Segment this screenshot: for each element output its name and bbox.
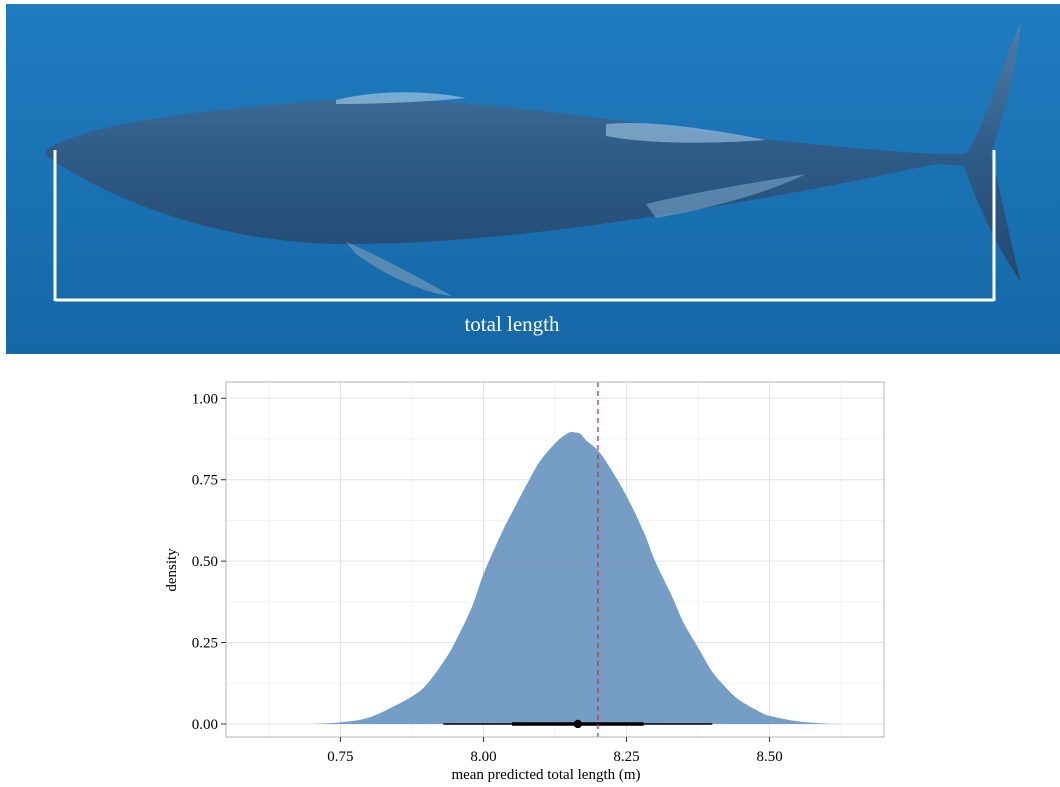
density-area xyxy=(311,431,839,724)
y-tick-label: 1.00 xyxy=(192,391,218,407)
y-tick-label: 0.75 xyxy=(192,473,218,489)
whale-photo-panel: total length xyxy=(6,4,1060,354)
x-tick-label: 8.50 xyxy=(756,749,782,765)
x-axis-title: mean predicted total length (m) xyxy=(451,767,640,783)
x-axis: 0.75 8.00 8.25 8.50 xyxy=(327,737,783,765)
y-tick-label: 0.50 xyxy=(192,554,218,570)
density-chart: 0.00 0.25 0.50 0.75 1.00 0.75 8.00 8.25 8.50 de… xyxy=(164,381,885,783)
y-axis-title: density xyxy=(164,548,180,592)
plot-panel-border xyxy=(225,381,885,738)
x-tick-label: 8.00 xyxy=(470,749,496,765)
whale-image xyxy=(46,22,1021,296)
y-tick-label: 0.00 xyxy=(192,717,218,733)
total-length-label: total length xyxy=(464,312,560,336)
x-tick-label: 8.25 xyxy=(613,749,639,765)
y-tick-label: 0.25 xyxy=(192,636,218,652)
total-length-bracket xyxy=(53,150,996,302)
x-tick-label: 0.75 xyxy=(327,749,353,765)
point-estimate xyxy=(573,719,583,729)
y-axis: 0.00 0.25 0.50 0.75 1.00 xyxy=(192,391,226,733)
